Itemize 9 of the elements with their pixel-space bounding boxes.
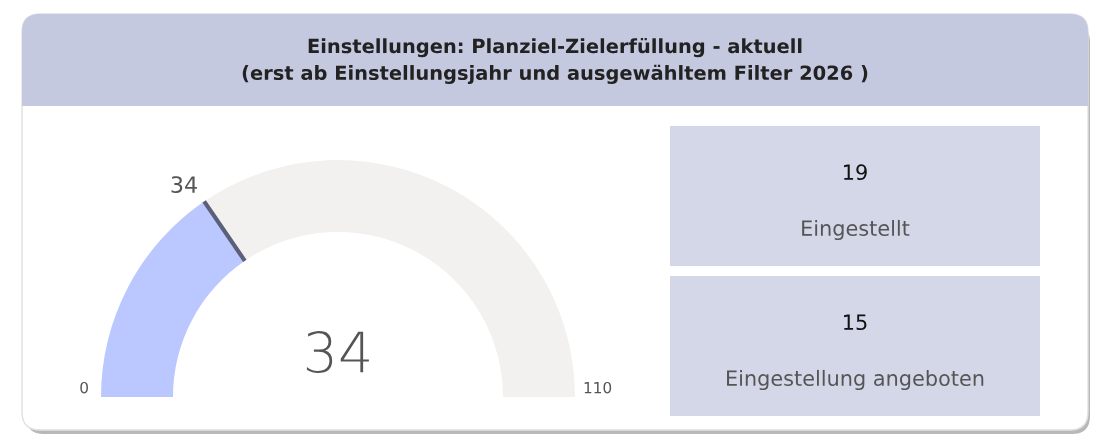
data-label: 15 [844,314,867,331]
category-label: Eingestellt [802,219,910,241]
data-label: 19 [844,164,867,181]
text: 0 [80,381,88,394]
text: 110 [584,381,612,394]
text: 34 [306,331,369,374]
chart-title: Einstellungen: Planziel-Zielerfüllung - aktuell (erst ab Einstellungsjahr und ausgewähltem Filter 2026 ) [242,37,868,85]
category-label: Eingestellung angeboten [727,369,984,391]
text: 34 [171,176,197,193]
